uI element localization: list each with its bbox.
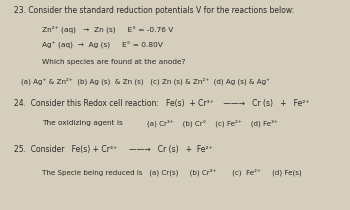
Text: 23. Consider the standard reduction potentials V for the reactions below:: 23. Consider the standard reduction pote… xyxy=(14,6,294,15)
Text: Which species are found at the anode?: Which species are found at the anode? xyxy=(42,59,186,65)
Text: Zn²⁺ (aq)   →  Zn (s)     E° = -0.76 V: Zn²⁺ (aq) → Zn (s) E° = -0.76 V xyxy=(42,25,173,33)
Text: 24.  Consider this Redox cell reaction:   Fe(s)  + Cr³⁺    ——→   Cr (s)   +   Fe: 24. Consider this Redox cell reaction: F… xyxy=(14,99,309,108)
Text: The Specie being reduced is   (a) Cr(s)     (b) Cr³⁺       (c)  Fe²⁺     (d) Fe(: The Specie being reduced is (a) Cr(s) (b… xyxy=(42,168,302,176)
Text: 25.  Consider   Fe(s) + Cr³⁺     ——→   Cr (s)   +  Fe²⁺: 25. Consider Fe(s) + Cr³⁺ ——→ Cr (s) + F… xyxy=(14,145,213,154)
Text: (a) Cr³⁺    (b) Cr°    (c) Fe²⁺    (d) Fe³⁺: (a) Cr³⁺ (b) Cr° (c) Fe²⁺ (d) Fe³⁺ xyxy=(147,120,278,127)
Text: The oxidizing agent is: The oxidizing agent is xyxy=(42,120,123,126)
Text: Ag⁺ (aq)  →  Ag (s)     E° = 0.80V: Ag⁺ (aq) → Ag (s) E° = 0.80V xyxy=(42,42,163,49)
Text: (a) Ag⁺ & Zn²⁺  (b) Ag (s)  & Zn (s)   (c) Zn (s) & Zn²⁺  (d) Ag (s) & Ag⁺: (a) Ag⁺ & Zn²⁺ (b) Ag (s) & Zn (s) (c) Z… xyxy=(21,78,270,85)
